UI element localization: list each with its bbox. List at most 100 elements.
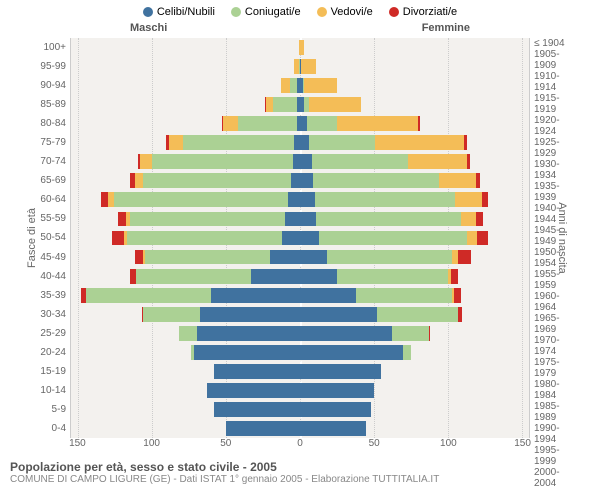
- segment: [300, 250, 327, 265]
- segment: [183, 135, 294, 150]
- age-label: 80-84: [20, 114, 66, 133]
- age-label: 85-89: [20, 95, 66, 114]
- age-label: 100+: [20, 38, 66, 57]
- male-header: Maschi: [130, 22, 167, 34]
- female-half: [300, 419, 529, 438]
- age-row: [71, 324, 529, 343]
- legend-swatch: [143, 7, 153, 17]
- x-tick: 100: [143, 438, 160, 449]
- segment: [300, 173, 313, 188]
- segment: [300, 288, 356, 303]
- segment: [307, 116, 337, 131]
- segment: [114, 192, 288, 207]
- age-row: [71, 209, 529, 228]
- segment: [327, 250, 453, 265]
- female-half: [300, 343, 529, 362]
- birth-label: 1935-1939: [534, 181, 580, 203]
- birth-label: 1925-1929: [534, 137, 580, 159]
- bar: [71, 116, 300, 131]
- age-label: 15-19: [20, 362, 66, 381]
- bar: [300, 154, 529, 169]
- chart-title: Popolazione per età, sesso e stato civil…: [10, 460, 590, 474]
- bar: [71, 288, 300, 303]
- segment: [454, 288, 461, 303]
- age-label: 40-44: [20, 267, 66, 286]
- female-half: [300, 286, 529, 305]
- segment: [226, 421, 300, 436]
- birth-label: 1930-1934: [534, 159, 580, 181]
- legend-swatch: [317, 7, 327, 17]
- age-label: 0-4: [20, 419, 66, 438]
- segment: [135, 173, 144, 188]
- birth-label: 1915-1919: [534, 93, 580, 115]
- segment: [464, 135, 467, 150]
- bar: [71, 402, 300, 417]
- male-half: [71, 190, 300, 209]
- age-row: [71, 57, 529, 76]
- female-half: [300, 38, 529, 57]
- male-half: [71, 57, 300, 76]
- segment: [152, 154, 292, 169]
- segment: [251, 269, 300, 284]
- bar: [300, 231, 529, 246]
- segment: [300, 116, 307, 131]
- segment: [476, 212, 483, 227]
- chart-subtitle: COMUNE DI CAMPO LIGURE (GE) - Dati ISTAT…: [10, 474, 590, 485]
- female-half: [300, 209, 529, 228]
- age-label: 10-14: [20, 381, 66, 400]
- segment: [143, 307, 199, 322]
- segment: [291, 173, 300, 188]
- segment: [476, 173, 480, 188]
- male-half: [71, 305, 300, 324]
- segment: [169, 135, 184, 150]
- age-label: 65-69: [20, 171, 66, 190]
- bar: [71, 269, 300, 284]
- segment: [300, 364, 381, 379]
- bar: [300, 192, 529, 207]
- segment: [304, 78, 337, 93]
- segment: [392, 326, 429, 341]
- x-tick: 150: [514, 438, 531, 449]
- segment: [467, 231, 477, 246]
- female-half: [300, 267, 529, 286]
- segment: [145, 250, 271, 265]
- age-label: 35-39: [20, 286, 66, 305]
- birth-label: 1910-1914: [534, 71, 580, 93]
- male-half: [71, 76, 300, 95]
- segment: [375, 135, 464, 150]
- segment: [86, 288, 212, 303]
- birth-label: 1960-1964: [534, 291, 580, 313]
- bar: [71, 135, 300, 150]
- legend-item: Vedovi/e: [317, 6, 373, 18]
- legend-item: Coniugati/e: [231, 6, 301, 18]
- segment: [285, 212, 300, 227]
- female-half: [300, 381, 529, 400]
- bar: [300, 78, 529, 93]
- age-row: [71, 400, 529, 419]
- male-half: [71, 419, 300, 438]
- legend-swatch: [389, 7, 399, 17]
- plot: [70, 38, 530, 438]
- male-half: [71, 228, 300, 247]
- age-row: [71, 190, 529, 209]
- age-row: [71, 228, 529, 247]
- bar: [300, 364, 529, 379]
- segment: [477, 231, 487, 246]
- female-half: [300, 190, 529, 209]
- segment: [214, 364, 300, 379]
- bar: [71, 154, 300, 169]
- female-half: [300, 76, 529, 95]
- x-tick: 50: [220, 438, 231, 449]
- gender-headers: Maschi Femmine: [0, 22, 600, 38]
- segment: [300, 383, 374, 398]
- segment: [300, 326, 392, 341]
- age-row: [71, 305, 529, 324]
- x-tick: 50: [369, 438, 380, 449]
- birth-label: 1975-1979: [534, 357, 580, 379]
- male-half: [71, 248, 300, 267]
- birth-label: 1990-1994: [534, 423, 580, 445]
- segment: [197, 326, 300, 341]
- x-tick: 100: [440, 438, 457, 449]
- legend-swatch: [231, 7, 241, 17]
- segment: [273, 97, 297, 112]
